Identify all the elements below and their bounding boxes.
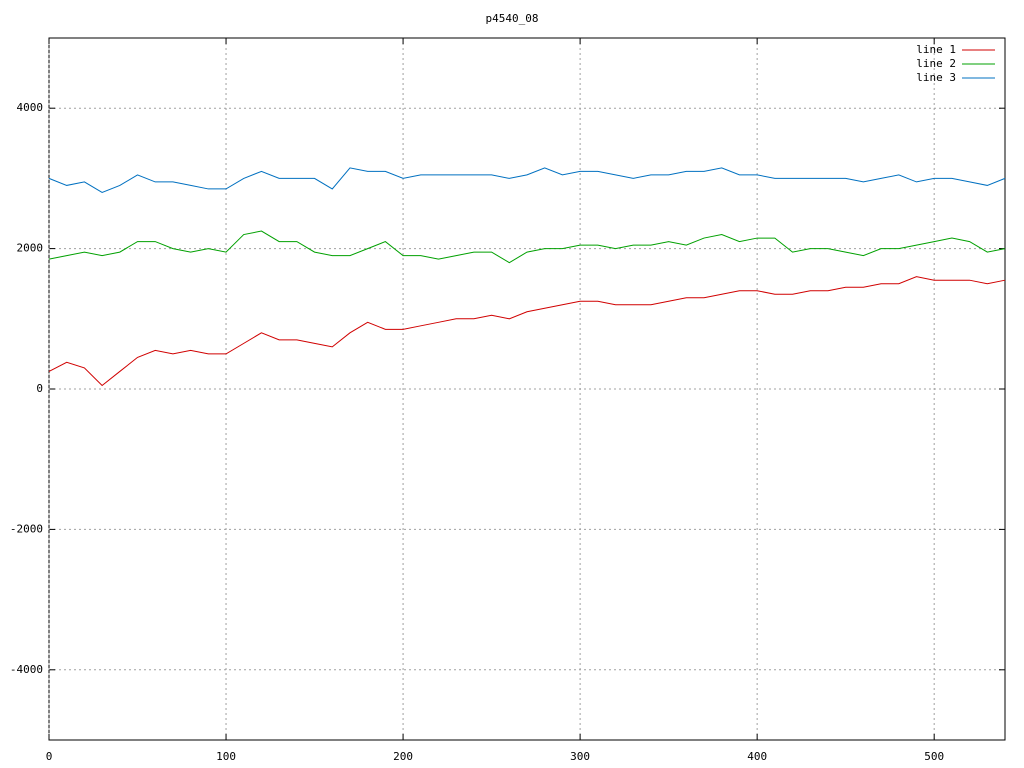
series-line <box>48 167 1006 193</box>
y-tick-label: 4000 <box>17 101 44 114</box>
x-tick-label: 500 <box>924 750 944 763</box>
series-line <box>48 230 1006 264</box>
x-tick-label: 300 <box>570 750 590 763</box>
legend-label: line 1 <box>916 43 956 56</box>
y-tick-label: 2000 <box>17 242 44 255</box>
x-tick-label: 100 <box>216 750 236 763</box>
x-tick-label: 200 <box>393 750 413 763</box>
legend-label: line 3 <box>916 71 956 84</box>
x-tick-label: 0 <box>46 750 53 763</box>
series-line <box>48 276 1006 387</box>
y-tick-label: -2000 <box>10 522 43 535</box>
plot-frame <box>48 37 1006 741</box>
legend-label: line 2 <box>916 57 956 70</box>
chart-title: p4540_08 <box>486 12 539 25</box>
y-tick-label: -4000 <box>10 663 43 676</box>
y-tick-label: 0 <box>36 382 43 395</box>
x-tick-label: 400 <box>747 750 767 763</box>
